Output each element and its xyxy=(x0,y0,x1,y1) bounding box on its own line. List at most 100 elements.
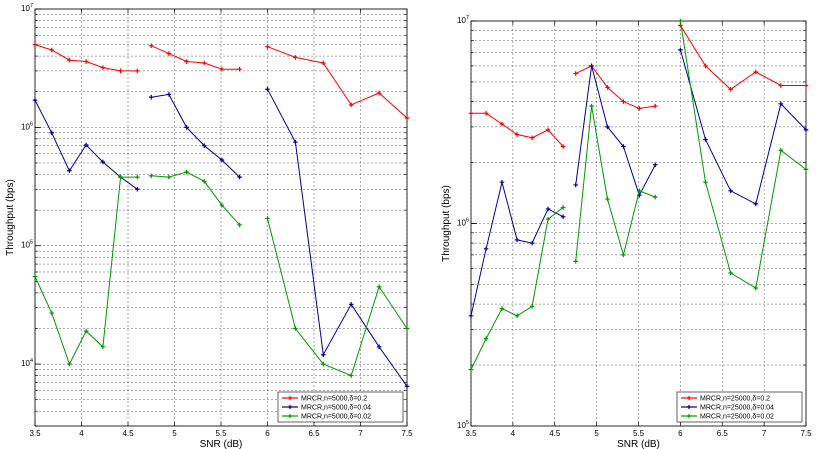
data-point xyxy=(778,101,784,107)
y-tick-label: 105 xyxy=(457,420,469,430)
data-point xyxy=(545,206,551,212)
data-point xyxy=(621,252,626,258)
data-point xyxy=(201,179,207,184)
data-point xyxy=(32,42,38,47)
data-point xyxy=(148,173,154,179)
data-point xyxy=(545,216,551,222)
series-line xyxy=(575,65,656,109)
data-point xyxy=(118,174,123,180)
data-point xyxy=(67,168,72,174)
data-point xyxy=(589,63,594,69)
legend: MRCR,n=25000,δ=0.2 MRCR,n=25000,δ=0.04 MRC… xyxy=(676,391,803,423)
data-point xyxy=(514,237,520,243)
x-tick-label: 6.5 xyxy=(308,429,320,438)
data-point xyxy=(703,179,708,185)
legend-box xyxy=(676,391,803,423)
data-point xyxy=(573,259,578,264)
data-point xyxy=(605,124,610,130)
data-point xyxy=(184,125,189,130)
data-point xyxy=(49,310,55,316)
x-tick-label: 3.5 xyxy=(29,429,41,438)
x-tick-label: 7 xyxy=(358,429,363,438)
data-point xyxy=(560,144,566,149)
data-point xyxy=(468,313,474,319)
series-3 xyxy=(468,18,809,372)
series-line xyxy=(151,45,240,70)
y-tick-label: 105 xyxy=(21,240,33,250)
data-point xyxy=(803,127,809,133)
x-tick-label: 6 xyxy=(678,429,683,438)
data-point xyxy=(32,97,38,103)
x-tick-label: 7.5 xyxy=(800,429,812,438)
legend-label: MRCR,n=25000,δ=0.02 xyxy=(700,414,774,421)
data-point xyxy=(678,47,683,53)
x-tick-label: 4.5 xyxy=(122,429,134,438)
data-point xyxy=(637,188,642,194)
data-point xyxy=(293,139,298,145)
legend-label: MRCR,n=5000,δ=0.04 xyxy=(301,405,371,412)
data-point xyxy=(265,86,270,92)
data-point xyxy=(237,174,242,180)
series-3 xyxy=(32,169,410,378)
data-point xyxy=(118,68,123,74)
data-point xyxy=(83,59,89,64)
data-point xyxy=(135,174,140,180)
x-tick-label: 5.5 xyxy=(215,429,227,438)
data-point xyxy=(376,344,382,350)
data-point xyxy=(376,90,382,96)
data-point xyxy=(83,142,89,148)
data-point xyxy=(404,326,410,331)
data-point xyxy=(135,68,140,74)
series-2 xyxy=(32,86,410,389)
legend-label: MRCR,n=5000,δ=0.2 xyxy=(301,396,367,403)
data-point xyxy=(348,102,354,108)
legend-label: MRCR,n=5000,δ=0.02 xyxy=(301,414,371,421)
data-point xyxy=(652,162,658,168)
data-point xyxy=(100,159,106,165)
data-point xyxy=(605,85,610,90)
series-2 xyxy=(468,47,809,319)
data-point xyxy=(293,326,298,331)
data-point xyxy=(637,106,642,111)
chart-2: 3.5 4 4.5 5 5.5 6 6.5 7 7.5 105 106 107 SNR (dB) Thro… xyxy=(441,15,812,449)
data-point xyxy=(621,99,626,104)
data-point xyxy=(728,86,733,92)
series-line xyxy=(267,88,408,387)
data-point xyxy=(573,71,578,76)
data-point xyxy=(100,344,106,350)
series-line xyxy=(679,20,807,289)
x-tick-label: 4 xyxy=(79,429,84,438)
data-point xyxy=(652,103,658,109)
data-point xyxy=(803,83,809,88)
data-point xyxy=(514,132,520,137)
legend-marker xyxy=(687,414,691,418)
data-point xyxy=(265,44,270,50)
data-point xyxy=(605,196,610,202)
data-point xyxy=(573,182,578,188)
data-point xyxy=(166,174,172,180)
data-point xyxy=(703,137,708,142)
data-point xyxy=(348,302,354,307)
data-point xyxy=(753,201,759,207)
data-point xyxy=(201,143,207,149)
legend-marker xyxy=(687,396,691,400)
legend-marker xyxy=(288,396,292,400)
data-point xyxy=(148,43,154,48)
data-point xyxy=(404,115,410,121)
series-line xyxy=(267,46,408,119)
data-point xyxy=(376,284,382,290)
data-point xyxy=(728,188,733,194)
legend-box xyxy=(277,391,404,423)
data-point xyxy=(753,285,759,291)
y-tick-label: 106 xyxy=(457,218,469,228)
data-point xyxy=(348,373,354,378)
legend-label: MRCR,n=25000,δ=0.2 xyxy=(700,396,770,403)
y-tick-label: 107 xyxy=(457,15,469,25)
data-point xyxy=(148,94,154,100)
x-tick-label: 5 xyxy=(594,429,599,438)
data-point xyxy=(135,186,140,192)
series-1 xyxy=(468,23,809,149)
data-point xyxy=(321,352,326,358)
series-1 xyxy=(32,42,410,121)
